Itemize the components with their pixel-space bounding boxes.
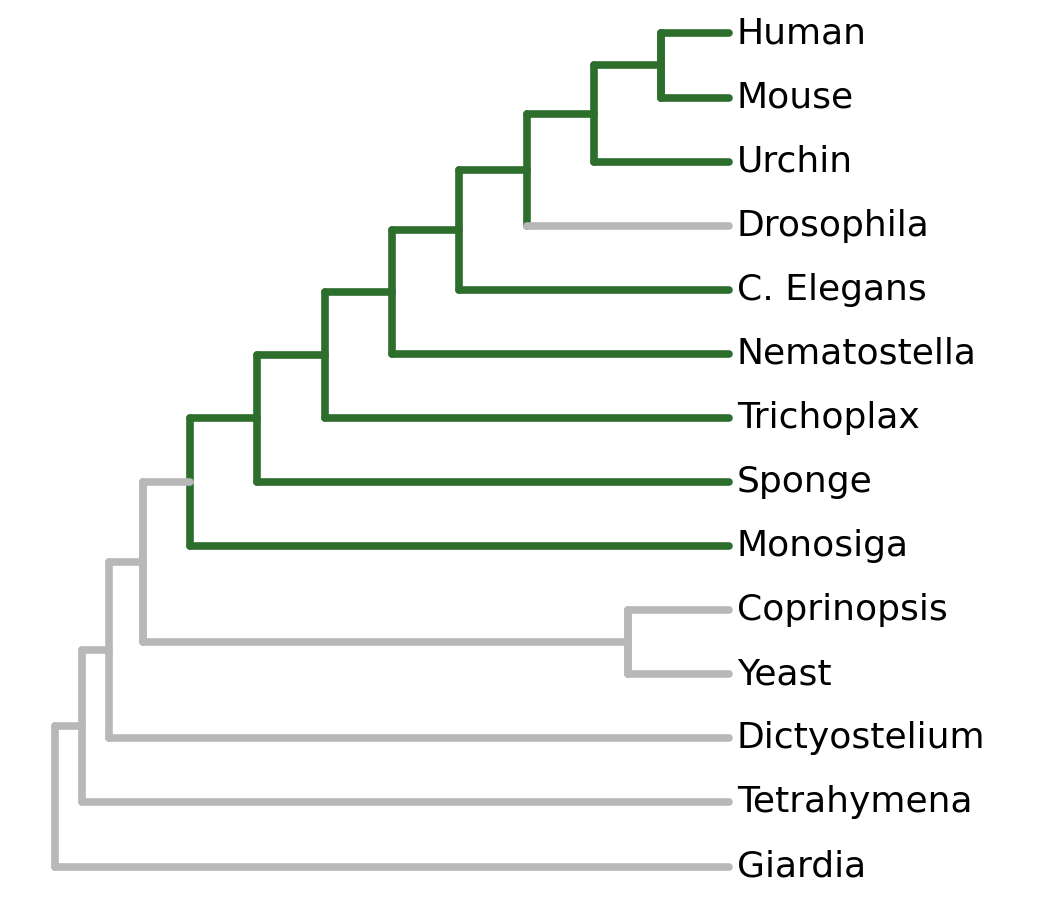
Text: Yeast: Yeast xyxy=(736,657,832,691)
Text: Sponge: Sponge xyxy=(736,465,873,499)
Text: Coprinopsis: Coprinopsis xyxy=(736,593,947,627)
Text: Tetrahymena: Tetrahymena xyxy=(736,786,972,820)
Text: Monosiga: Monosiga xyxy=(736,529,908,563)
Text: Human: Human xyxy=(736,16,866,50)
Text: Nematostella: Nematostella xyxy=(736,337,977,371)
Text: Mouse: Mouse xyxy=(736,80,854,114)
Text: Trichoplax: Trichoplax xyxy=(736,401,920,435)
Text: C. Elegans: C. Elegans xyxy=(736,273,926,307)
Text: Dictyostelium: Dictyostelium xyxy=(736,722,985,755)
Text: Urchin: Urchin xyxy=(736,145,853,178)
Text: Giardia: Giardia xyxy=(736,850,865,884)
Text: Drosophila: Drosophila xyxy=(736,209,929,243)
